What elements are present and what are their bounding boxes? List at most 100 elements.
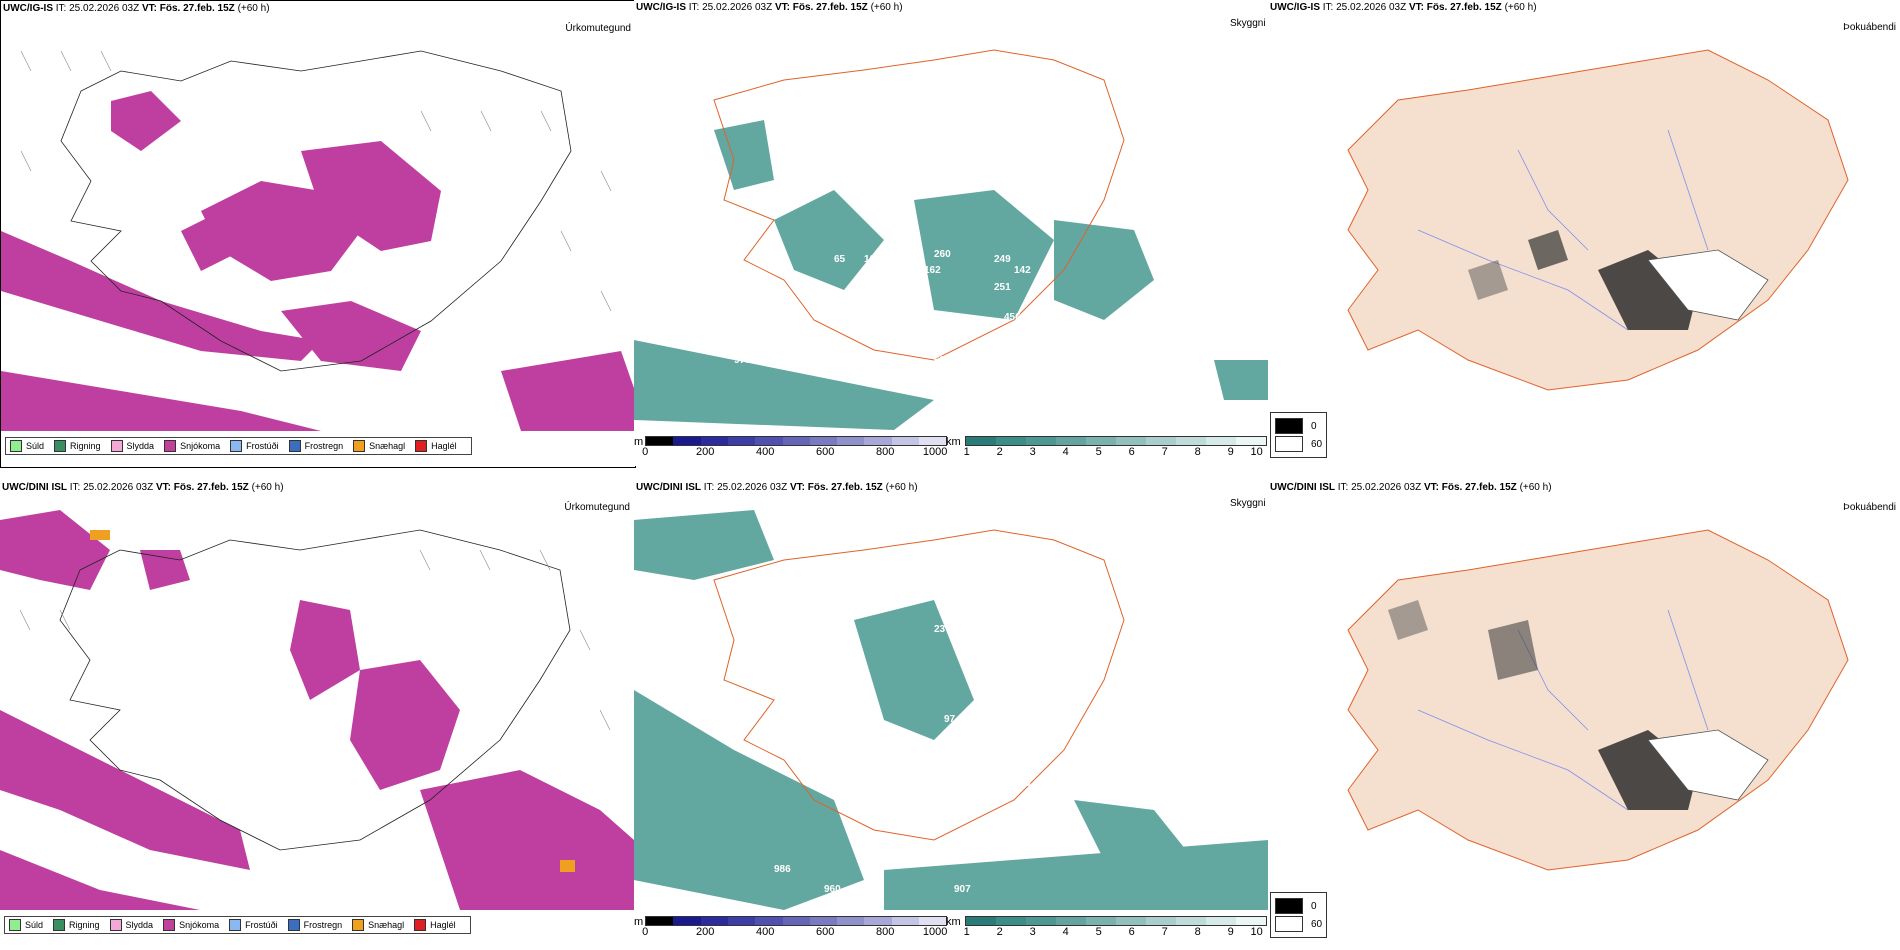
ceiling-label: 283 [734, 594, 751, 605]
fog-legend-item: 0 [1275, 418, 1322, 434]
fog-map [1347, 529, 1849, 871]
ceiling-label: 206 [934, 385, 951, 396]
ceiling-label: 960 [824, 884, 841, 895]
rivers [1417, 129, 1709, 331]
legend-swatch [54, 440, 67, 452]
legend-item: Frostúði [230, 440, 279, 452]
legend-swatch [229, 919, 242, 931]
legend-swatch [164, 440, 177, 452]
visibility-title: Skyggni [1230, 498, 1266, 509]
ceiling-label: 970 [734, 355, 751, 366]
ceiling-label: 162 [924, 265, 941, 276]
ceiling-label: 251 [994, 282, 1011, 293]
snow-areas [1, 91, 635, 431]
legend-item: Snæhagl [352, 919, 404, 931]
legend-item: Frostregn [288, 440, 343, 452]
header-row2-fog: UWC/DINI ISL IT: 25.02.2026 03Z VT: Fös.… [1270, 482, 1552, 493]
ceiling-labels: 475 283 205 61 14 23 208 301 2 97 113 63… [724, 564, 1076, 895]
legend-swatch [10, 440, 22, 452]
snow-areas [0, 510, 634, 910]
ceiling-label: 126 [904, 854, 921, 865]
legend-item: Súld [10, 440, 44, 452]
ceiling-label: 958 [674, 305, 691, 316]
header-row1-fog: UWC/IG-IS IT: 25.02.2026 03Z VT: Fös. 27… [1270, 2, 1537, 13]
ceiling-label: 99 [1064, 798, 1076, 809]
ceiling-labels: 289 276 19 65 165 260 249 142 162 251 45… [654, 144, 1076, 396]
ceiling-label: 983 [854, 365, 871, 376]
low-visibility-areas [634, 120, 1268, 430]
ceiling-label: 260 [934, 249, 951, 260]
ceiling-label: 930 [724, 345, 741, 356]
visibility-colorbar: km 1 2 3 4 5 6 7 8 9 10 [946, 436, 1267, 460]
legend-item: Slydda [110, 440, 154, 452]
legend-item: Snæhagl [353, 440, 405, 452]
ceiling-label: 19 [794, 194, 806, 205]
ceiling-scale-bar [645, 436, 948, 446]
legend-swatch [163, 919, 176, 931]
ceiling-label: 97 [944, 714, 956, 725]
visibility-scale-bar [964, 916, 1267, 926]
legend-item: Súld [9, 919, 43, 931]
precip-legend: Súld Rigning Slydda Snjókoma Frostúði Fr… [4, 916, 471, 934]
low-visibility-areas [634, 510, 1268, 910]
snow-pellet-areas [90, 530, 575, 872]
precip-title: Úrkomutegund [564, 502, 630, 513]
ceiling-label: 142 [1014, 265, 1031, 276]
fog-legend: 0 60 [1270, 892, 1328, 938]
legend-item: Haglél [414, 919, 456, 931]
visibility-title: Skyggni [1230, 18, 1266, 29]
precip-panel-row2: UWC/DINI ISL IT: 25.02.2026 03Z VT: Fös.… [0, 480, 634, 946]
legend-item: Haglél [415, 440, 457, 452]
iceland-coast [60, 50, 572, 372]
precip-map [1, 50, 635, 431]
fog-panel-row1: UWC/IG-IS IT: 25.02.2026 03Z VT: Fös. 27… [1268, 0, 1900, 466]
ceiling-label: 23 [934, 624, 946, 635]
legend-swatch [414, 919, 427, 931]
ceiling-label: 799 [1014, 778, 1031, 789]
ceiling-label: 208 [964, 634, 981, 645]
header-row1-visibility: UWC/IG-IS IT: 25.02.2026 03Z VT: Fös. 27… [636, 2, 903, 13]
iceland-land [1347, 49, 1849, 391]
ceiling-label: 289 [774, 144, 791, 155]
iceland-land [1347, 529, 1849, 871]
legend-swatch [288, 440, 301, 452]
iceland-coast [59, 529, 571, 851]
fog-title: Þokuábendi [1843, 502, 1896, 513]
ceiling-label: 986 [774, 864, 791, 875]
visibility-panel-row1: UWC/IG-IS IT: 25.02.2026 03Z VT: Fös. 27… [634, 0, 1268, 466]
legend-item: Snjókoma [163, 919, 219, 931]
wind-barbs [19, 549, 611, 731]
legend-item: Slydda [109, 919, 153, 931]
fog-legend-item: 60 [1275, 916, 1322, 932]
ceiling-label: 205 [744, 606, 761, 617]
fog-legend: 0 60 [1270, 412, 1328, 458]
ceiling-label: 429 [904, 385, 921, 396]
ceiling-label: 2 [874, 714, 880, 725]
fog-legend-swatch [1275, 436, 1303, 452]
fog-legend-item: 0 [1275, 898, 1322, 914]
legend-swatch [230, 440, 243, 452]
ceiling-label: 65 [834, 254, 846, 265]
legend-swatch [53, 919, 66, 931]
legend-swatch [415, 440, 428, 452]
precip-panel-row1: UWC/IG-IS IT: 25.02.2026 03Z VT: Fös. 27… [0, 0, 636, 468]
fog-title: Þokuábendi [1843, 22, 1896, 33]
ceiling-label: 63 [1004, 748, 1016, 759]
legend-swatch [9, 919, 21, 931]
fog-panel-row2: UWC/DINI ISL IT: 25.02.2026 03Z VT: Fös.… [1268, 480, 1900, 946]
ceiling-label: 61 [724, 584, 736, 595]
fog-shading [1388, 600, 1769, 810]
ceiling-label: 58 [874, 275, 886, 286]
roads-outline [713, 529, 1125, 841]
fog-legend-item: 60 [1275, 436, 1322, 452]
ceiling-label: 907 [954, 884, 971, 895]
visibility-map: 475 283 205 61 14 23 208 301 2 97 113 63… [634, 510, 1268, 910]
ceiling-label: 14 [944, 604, 956, 615]
header-row1-precip: UWC/IG-IS IT: 25.02.2026 03Z VT: Fös. 27… [3, 3, 270, 14]
header-row2-precip: UWC/DINI ISL IT: 25.02.2026 03Z VT: Fös.… [2, 482, 284, 493]
legend-item: Rigning [54, 440, 101, 452]
legend-swatch [352, 919, 365, 931]
ceiling-label: 456 [1004, 312, 1021, 323]
ceiling-colorbar: m 0 200 400 600 800 1000 [634, 916, 948, 938]
visibility-panel-row2: UWC/DINI ISL IT: 25.02.2026 03Z VT: Fös.… [634, 480, 1268, 946]
